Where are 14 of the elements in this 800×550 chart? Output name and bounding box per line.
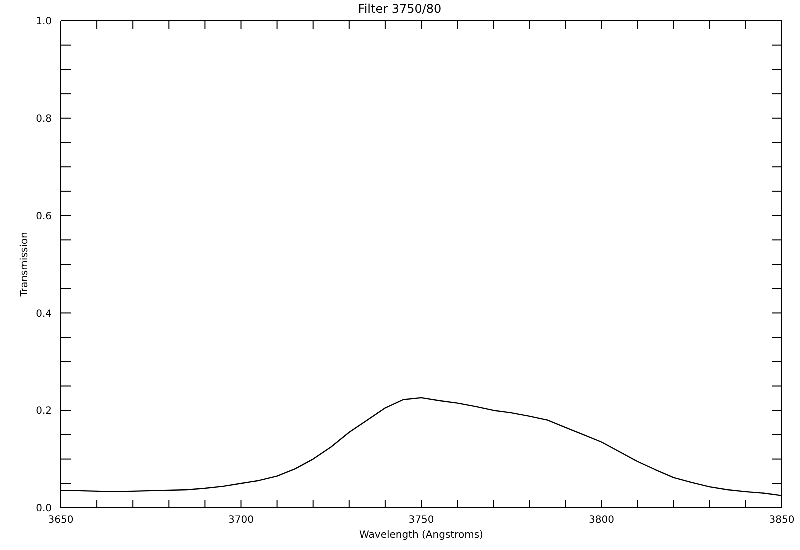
x-tick-label: 3650 <box>48 515 74 526</box>
x-axis-title: Wavelength (Angstroms) <box>360 530 484 541</box>
chart-title: Filter 3750/80 <box>357 2 443 16</box>
x-tick-label: 3800 <box>589 515 614 526</box>
y-tick-label: 1.0 <box>36 16 52 28</box>
y-tick-label: 0.8 <box>36 114 52 125</box>
y-axis-title: Transmission <box>20 232 31 298</box>
x-tick-label: 3850 <box>769 515 795 526</box>
y-tick-label: 0.0 <box>36 504 52 515</box>
x-tick-label: 3750 <box>408 515 434 526</box>
y-tick-label: 0.4 <box>36 308 52 320</box>
y-tick-label: 0.2 <box>36 406 52 418</box>
x-tick-label: 3700 <box>228 515 254 526</box>
y-tick-label: 0.6 <box>36 211 52 222</box>
